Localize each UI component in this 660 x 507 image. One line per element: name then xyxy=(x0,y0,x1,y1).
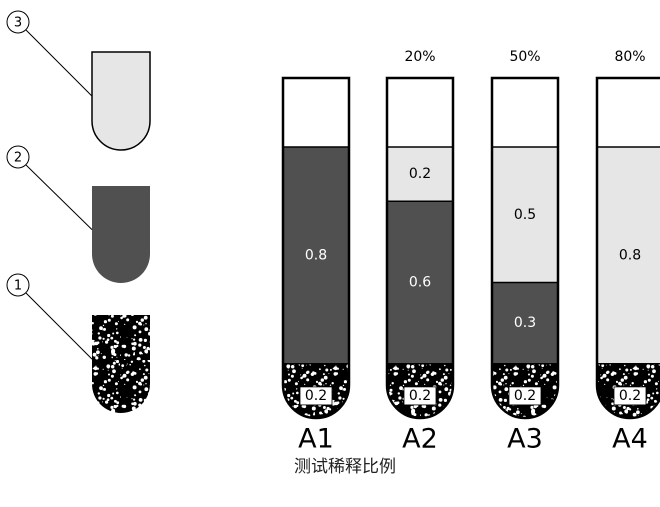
legend-tube xyxy=(92,315,150,413)
percent-label: 80% xyxy=(614,49,645,65)
legend-tube xyxy=(92,186,150,283)
segment-label: 0.2 xyxy=(305,388,327,404)
tube-label: A1 xyxy=(298,424,334,455)
diagram: 测试稀释比例 3 2 1 0.2 0.8 A1 0.2 0.6 0.2 A2 20% 0.2 0.3 0.… xyxy=(0,0,660,507)
segment-label: 0.3 xyxy=(514,315,536,331)
callout-number: 1 xyxy=(14,279,22,294)
segment-label: 0.2 xyxy=(409,166,431,182)
callout-line xyxy=(26,165,92,230)
segment-label: 0.8 xyxy=(619,247,641,263)
caption: 测试稀释比例 xyxy=(294,457,396,477)
segment-label: 0.2 xyxy=(409,388,431,404)
tube-contents xyxy=(492,78,558,418)
segment-label: 0.8 xyxy=(305,247,327,263)
callout-number: 2 xyxy=(14,151,22,166)
tube-label: A3 xyxy=(507,424,543,455)
page: {"legend": [ {"label": "3", "fill": "#e6… xyxy=(0,0,660,507)
segment-label: 0.5 xyxy=(514,207,536,223)
callout-line xyxy=(26,30,92,96)
segment-label: 0.2 xyxy=(514,388,536,404)
callout-line xyxy=(26,293,92,359)
tube-label: A4 xyxy=(612,424,648,455)
tube-contents xyxy=(387,78,453,418)
tube-label: A2 xyxy=(402,424,438,455)
segment-label: 0.6 xyxy=(409,275,431,291)
callout-number: 3 xyxy=(14,16,22,31)
segment-label: 0.2 xyxy=(619,388,641,404)
percent-label: 20% xyxy=(404,49,435,65)
percent-label: 50% xyxy=(509,49,540,65)
legend-tube xyxy=(92,52,150,150)
